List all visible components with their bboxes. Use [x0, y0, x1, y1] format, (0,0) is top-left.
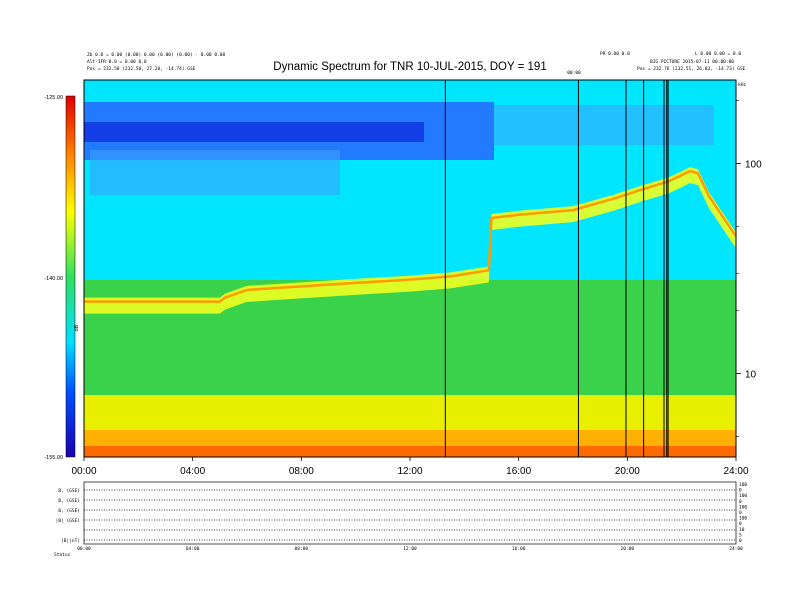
header-right-line-2: L 0.00 0.00 = 0.0	[695, 51, 741, 57]
bottom-right-tick-0: 100	[739, 482, 747, 488]
header-left-line-3: Pos = 232.50 (232.50, 27.20, -14.74) GSE	[87, 66, 196, 72]
bottom-panel-frame	[83, 481, 737, 545]
x-tick-label-1: 04:00	[180, 466, 205, 477]
header-left: Zb 0.0 = 0.00 (0.00) 0.00 (0.00) (0.00) …	[87, 52, 225, 72]
x-axis-ticks: 00:00 04:00 08:00 12:00 16:00 20:00 24:00	[71, 457, 749, 477]
bottom-right-tick-6: 100	[739, 516, 747, 522]
bottom-x-tick-2: 08:00	[295, 546, 309, 552]
colorbar-gradient	[65, 95, 76, 458]
x-tick-label-6: 24:00	[723, 466, 748, 477]
bottom-panel-rows: B, (GSE) B, (GSE) B, (GSE) |B| (GSE) |B|(nT)	[56, 488, 736, 544]
y-tick-label-1: 10	[745, 369, 757, 380]
bottom-panels: B, (GSE) B, (GSE) B, (GSE) |B| (GSE) |B|(nT)…	[54, 481, 747, 558]
y-tick-label-0: 100	[745, 160, 762, 171]
x-tick-label-5: 20:00	[615, 466, 640, 477]
marker-label: 00:00	[567, 70, 581, 76]
y-axis-ticks: 100 10	[736, 100, 762, 437]
bottom-right-tick-4: 100	[739, 504, 747, 510]
bottom-right-tick-2: 100	[739, 493, 747, 499]
bottom-row-label-0: B, (GSE)	[58, 488, 80, 494]
bottom-right-tick-9: 5	[739, 532, 742, 538]
x-tick-label-0: 00:00	[71, 466, 96, 477]
bottom-right-tick-10: 0	[739, 538, 742, 544]
blue-patch-4	[494, 105, 714, 145]
bottom-footer: Status	[54, 552, 71, 558]
bottom-x-tick-1: 04:00	[186, 546, 200, 552]
header-left-line-1: Zb 0.0 = 0.00 (0.00) 0.00 (0.00) (0.00) …	[87, 52, 225, 58]
y-axis-unit: kHz	[738, 82, 746, 88]
chart-title: Dynamic Spectrum for TNR 10-JUL-2015, DO…	[273, 61, 546, 73]
blue-patch-3	[90, 150, 340, 195]
x-tick-label-4: 16:00	[506, 466, 531, 477]
spectrogram-blue-patches	[84, 102, 714, 195]
bottom-row-label-1: B, (GSE)	[58, 498, 80, 504]
header-left-line-2: Alt-IFR 0.0 = 0.00 0.0	[87, 59, 147, 65]
bottom-panel-x-ticks: 00:00 04:00 08:00 12:00 16:00 20:00 24:00	[77, 546, 743, 552]
bottom-right-tick-3: 0	[739, 499, 742, 505]
x-tick-label-3: 12:00	[397, 466, 422, 477]
colorbar-mid-label: -140.00	[44, 276, 63, 282]
bottom-x-tick-4: 16:00	[512, 546, 526, 552]
bottom-right-tick-1: 0	[739, 488, 742, 494]
colorbar-max-label: -125.00	[44, 95, 63, 101]
plasma-line-group	[84, 167, 736, 314]
colorbar: -125.00 -140.00 -155.00 dB	[44, 95, 80, 461]
header-right: PR 0.00 0.0 L 0.00 0.00 = 0.0 BIG PICTUR…	[600, 51, 746, 72]
emission-band-fill-0	[84, 167, 736, 314]
bottom-x-tick-5: 20:00	[621, 546, 635, 552]
spectrogram	[84, 80, 736, 457]
x-tick-label-2: 08:00	[289, 466, 314, 477]
header-right-line-4: Pos = 232.76 (232.51, 26.83, -14.73) GSE	[637, 66, 746, 72]
colorbar-unit: dB	[74, 324, 80, 331]
emission-band-line-0	[84, 169, 736, 303]
bottom-row-label-3: |B| (GSE)	[56, 518, 80, 524]
spectrogram-low-red	[84, 446, 736, 457]
vertical-markers	[444, 80, 669, 457]
bottom-right-tick-8: 10	[739, 527, 745, 533]
bottom-x-tick-3: 12:00	[403, 546, 417, 552]
blue-patch-2	[84, 122, 424, 142]
header-right-line-3: BIG PICTURE 2015-07-11 00:00:00	[650, 59, 734, 65]
bottom-row-label-5: |B|(nT)	[61, 538, 80, 544]
bottom-right-tick-7: 0	[739, 521, 742, 527]
colorbar-min-label: -155.00	[44, 455, 63, 461]
bottom-x-tick-0: 00:00	[77, 546, 91, 552]
bottom-row-label-2: B, (GSE)	[58, 508, 80, 514]
bottom-x-tick-6: 24:00	[729, 546, 743, 552]
bottom-right-tick-5: 0	[739, 510, 742, 516]
header-right-line-1: PR 0.00 0.0	[600, 51, 630, 57]
